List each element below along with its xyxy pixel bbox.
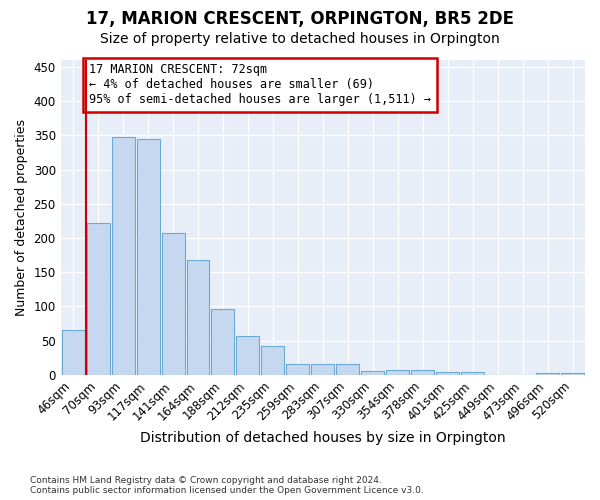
Bar — [337, 364, 359, 375]
Text: 17, MARION CRESCENT, ORPINGTON, BR5 2DE: 17, MARION CRESCENT, ORPINGTON, BR5 2DE — [86, 10, 514, 28]
Y-axis label: Number of detached properties: Number of detached properties — [15, 119, 28, 316]
Bar — [386, 370, 409, 375]
Bar — [536, 373, 559, 375]
Bar — [286, 364, 310, 375]
Bar — [561, 373, 584, 375]
Bar — [411, 370, 434, 375]
Bar — [112, 138, 134, 375]
X-axis label: Distribution of detached houses by size in Orpington: Distribution of detached houses by size … — [140, 431, 506, 445]
Bar — [137, 140, 160, 375]
Text: Contains HM Land Registry data © Crown copyright and database right 2024.
Contai: Contains HM Land Registry data © Crown c… — [30, 476, 424, 495]
Text: 17 MARION CRESCENT: 72sqm
← 4% of detached houses are smaller (69)
95% of semi-d: 17 MARION CRESCENT: 72sqm ← 4% of detach… — [89, 64, 431, 106]
Bar — [436, 372, 459, 375]
Bar — [461, 372, 484, 375]
Text: Size of property relative to detached houses in Orpington: Size of property relative to detached ho… — [100, 32, 500, 46]
Bar — [187, 260, 209, 375]
Bar — [236, 336, 259, 375]
Bar — [311, 364, 334, 375]
Bar — [86, 223, 110, 375]
Bar — [211, 308, 235, 375]
Bar — [62, 330, 85, 375]
Bar — [262, 346, 284, 375]
Bar — [161, 233, 185, 375]
Bar — [361, 371, 384, 375]
